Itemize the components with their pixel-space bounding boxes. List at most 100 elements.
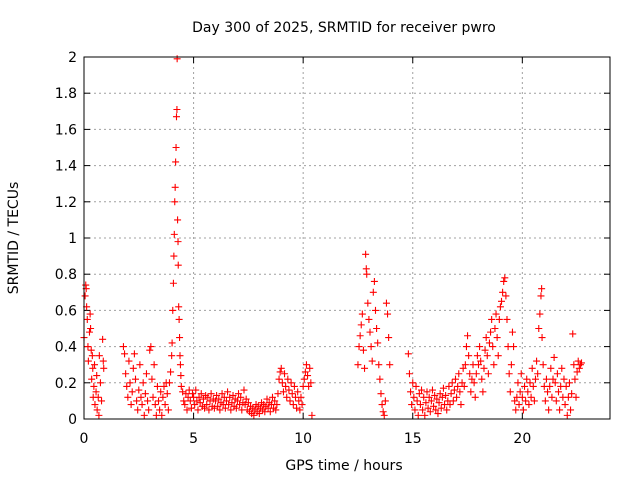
data-point [145,406,153,414]
data-point [435,399,443,407]
data-point [362,250,370,258]
data-point [153,382,161,390]
data-point [100,364,108,372]
data-point [553,370,561,378]
grid-lines [84,57,610,419]
data-point [556,406,564,414]
data-point [525,401,533,409]
data-point [279,388,287,396]
data-point [155,397,163,405]
data-point [149,393,157,401]
data-point [168,352,176,360]
data-point [432,406,440,414]
data-point [428,386,436,394]
data-point [98,397,106,405]
data-point [187,404,195,412]
data-point [492,310,500,318]
data-point [176,352,184,360]
data-point [137,393,145,401]
data-point [203,401,211,409]
data-point [528,364,536,372]
data-point [244,399,252,407]
data-point [442,391,450,399]
data-point [522,397,530,405]
data-point [436,390,444,398]
data-point [266,408,274,416]
data-point [205,406,213,414]
data-point [446,401,454,409]
data-point [416,401,424,409]
data-series-srmtid [80,55,586,419]
data-point [181,401,189,409]
data-point [422,399,430,407]
data-point [507,361,515,369]
data-point [233,397,241,405]
data-point [157,388,165,396]
data-point [506,388,514,396]
data-point [92,388,100,396]
data-point [560,375,568,383]
data-point [373,325,381,332]
data-point [222,397,230,405]
data-point [121,350,129,358]
data-point [550,353,558,361]
data-point [136,361,144,369]
data-point [411,406,419,414]
data-point [508,328,516,336]
data-point [370,277,378,285]
data-point [451,375,459,383]
data-point [482,334,490,342]
data-point [565,379,573,387]
y-axis-label: SRMTID / TECUs [6,182,22,295]
plot-frame [83,56,611,420]
data-point [524,388,532,396]
y-tick-label: 0.2 [55,376,77,392]
data-point [466,370,474,378]
y-tick-label: 1.8 [55,86,77,102]
data-point [207,390,215,398]
data-point [199,395,207,403]
data-point [83,315,91,323]
data-point [468,375,476,383]
x-tick-label: 10 [294,431,312,447]
data-point [293,404,301,412]
data-point [569,330,577,338]
data-point [172,158,180,166]
data-point [450,386,458,394]
data-point [359,346,367,354]
data-point [470,379,478,387]
data-point [122,370,130,378]
data-point [375,361,383,369]
data-point [472,370,480,378]
data-point [91,361,99,369]
data-point [227,406,235,414]
data-point [501,274,509,282]
data-point [197,390,205,398]
data-point [380,411,388,419]
x-tick-label: 0 [80,431,89,447]
data-point [536,310,544,318]
data-point [561,401,569,409]
data-point [481,346,489,354]
y-tick-label: 0.6 [55,303,77,319]
data-point [125,357,133,365]
data-point [180,397,188,405]
data-point [142,370,150,378]
y-tick-label: 1 [68,231,77,247]
axis-ticks: 00.20.40.60.811.21.41.61.820 5 10 15 20 [55,50,610,447]
data-point [276,368,284,376]
data-point [289,401,297,409]
data-point [174,261,182,269]
data-point [423,388,431,396]
data-point [185,386,193,394]
chart-title: Day 300 of 2025, SRMTID for receiver pwr… [192,20,496,36]
data-point [484,370,492,378]
data-point [174,216,182,224]
data-point [384,310,392,318]
data-point [437,404,445,412]
data-point [356,332,364,340]
data-point [414,411,422,419]
data-point [186,397,194,405]
data-point [172,144,180,151]
data-point [179,388,187,396]
